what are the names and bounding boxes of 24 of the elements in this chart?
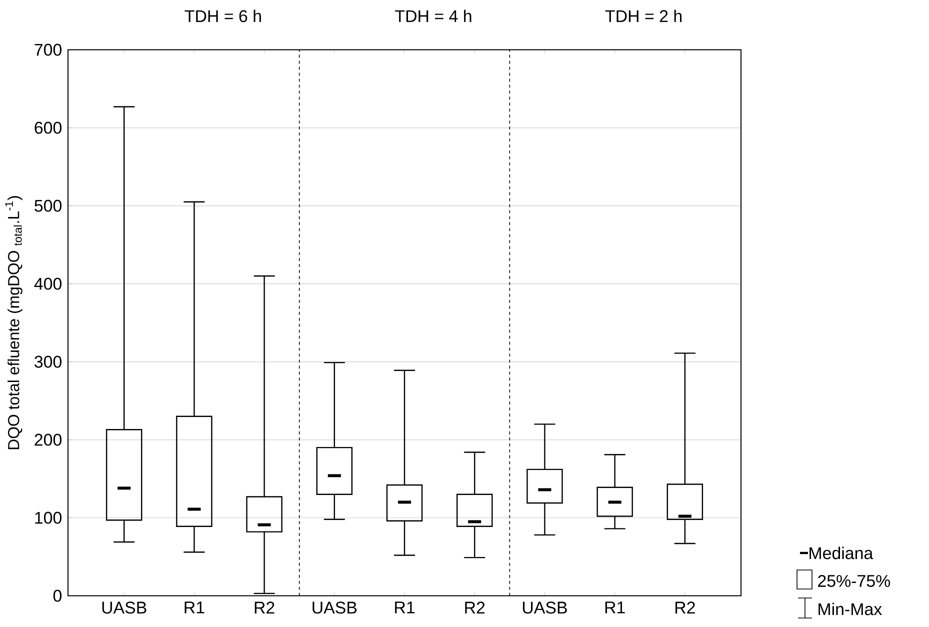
x-tick-label: R1 <box>395 602 414 614</box>
y-tick-label: 0 <box>53 590 62 602</box>
y-tick-label: 700 <box>34 44 62 56</box>
y-tick-label: 200 <box>34 434 62 446</box>
text: TDH = 2 h <box>605 10 682 22</box>
x-tick-label: R2 <box>254 602 274 614</box>
y-tick-label: 100 <box>35 512 62 524</box>
x-tick-label: UASB <box>102 602 146 614</box>
x-tick-label: R1 <box>184 602 204 614</box>
x-tick-label: R2 <box>465 602 485 614</box>
text: TDH = 4 h <box>395 10 472 22</box>
text: Min-Max <box>818 602 882 616</box>
y-tick-label: 500 <box>34 200 62 212</box>
text: Mediana <box>810 546 874 560</box>
x-tick-label: UASB <box>312 602 357 614</box>
x-tick-label: R2 <box>675 602 695 614</box>
y-axis-title: DQO total efluente (mgDQO $_{total}$.L$^{-1}$) <box>5 196 22 450</box>
y-tick-label: 600 <box>34 122 62 134</box>
text: TDH = 6 h <box>184 10 261 22</box>
y-tick-label: 400 <box>34 278 62 290</box>
x-tick-label: R1 <box>605 602 625 614</box>
x-tick-label: UASB <box>522 602 567 614</box>
text: 25%-75% <box>818 574 890 587</box>
y-tick-label: 300 <box>34 356 62 368</box>
